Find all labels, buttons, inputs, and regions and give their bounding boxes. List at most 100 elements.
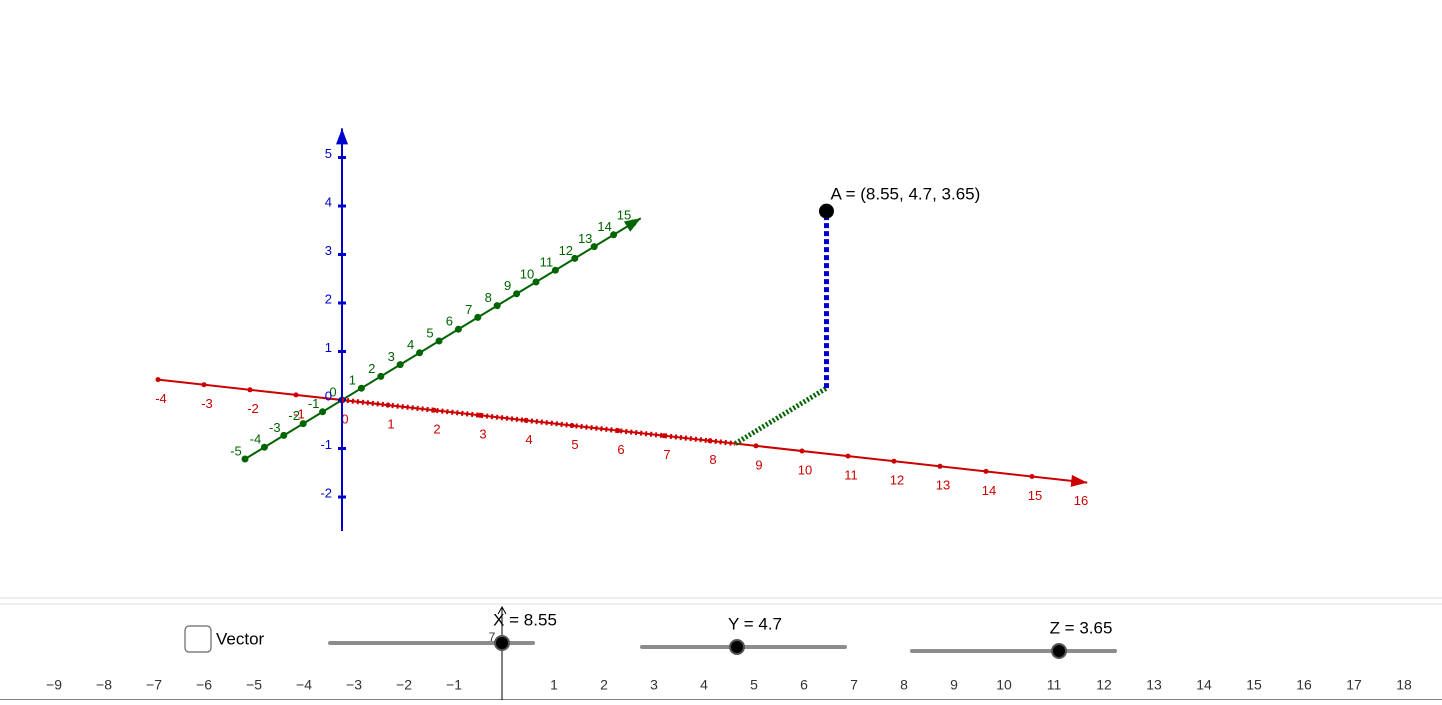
view-3d: -4 -3 -2 -1 0 1 2 3 4 5 6 7 8 9 10 11 12 13 14 15 16-5-4-3-2… <box>155 128 1088 531</box>
x-tick-label: 7 <box>850 677 858 693</box>
axis-arrow <box>336 128 348 145</box>
x-tick-label: 4 <box>700 677 708 693</box>
y-tick-label: -4 <box>250 432 262 447</box>
y-tick-label: -3 <box>269 420 281 435</box>
x-tick-label: −9 <box>46 677 62 693</box>
x-tick-label: 6 <box>800 677 808 693</box>
x-tick-label: 6 <box>617 442 624 457</box>
x-component <box>341 397 736 447</box>
x-tick-label: −8 <box>96 677 112 693</box>
y-tick-label: 2 <box>368 361 375 376</box>
y-tick-label: 11 <box>540 255 554 270</box>
x-tick-label: −4 <box>296 677 312 693</box>
y-tick <box>280 431 288 439</box>
x-tick <box>753 443 759 449</box>
x-tick <box>155 377 161 383</box>
y-tick <box>474 313 482 321</box>
y-tick-label: 1 <box>349 373 356 388</box>
y-component <box>734 386 828 446</box>
x-tick-label: 15 <box>1028 488 1042 503</box>
y-tick <box>319 408 327 416</box>
x-tick <box>293 392 299 398</box>
y-tick-label: 6 <box>446 314 453 329</box>
x-tick-label: 2 <box>600 677 608 693</box>
x-tick-label: −1 <box>446 677 462 693</box>
x-tick-label: 0 <box>341 411 348 426</box>
x-tick-label: −7 <box>146 677 162 693</box>
x-tick-label: 15 <box>1246 677 1262 693</box>
slider-knob[interactable] <box>496 637 508 649</box>
y-tick <box>629 219 637 227</box>
slider-knob[interactable] <box>731 641 743 653</box>
y-tick <box>299 420 307 428</box>
axis-arrow <box>497 605 507 615</box>
x-tick-label: 3 <box>650 677 658 693</box>
x-tick-label: 5 <box>571 437 578 452</box>
slider-label: Z = 3.65 <box>1050 618 1113 637</box>
y-tick-label: 4 <box>407 337 414 352</box>
y-tick-label: 5 <box>426 325 433 340</box>
x-tick-label: 12 <box>890 473 904 488</box>
y-tick-label: 3 <box>388 349 395 364</box>
x-tick-label: 14 <box>1196 677 1212 693</box>
y-tick-label: -1 <box>308 396 320 411</box>
y-tick <box>241 455 249 463</box>
checkbox-label[interactable]: Vector <box>216 629 265 648</box>
y-tick-label: 8 <box>485 290 492 305</box>
x-tick <box>201 382 207 388</box>
axis-arrow <box>1070 474 1088 487</box>
z-tick-label: -1 <box>320 437 332 452</box>
y-tick <box>532 278 540 286</box>
point-a <box>818 203 834 219</box>
y-tick-label: 12 <box>559 243 573 258</box>
point-label: A = (8.55, 4.7, 3.65) <box>830 185 980 204</box>
z-tick-label: -2 <box>320 485 332 500</box>
y-tick-label: 14 <box>597 219 611 234</box>
x-tick-label: 4 <box>525 432 532 447</box>
slider-knob[interactable] <box>1053 645 1065 657</box>
x-tick <box>247 387 253 393</box>
y-tick <box>416 349 424 357</box>
x-tick-label: 10 <box>798 462 812 477</box>
x-tick-label: -3 <box>201 396 213 411</box>
x-tick-label: 12 <box>1096 677 1112 693</box>
x-tick-label: 1 <box>550 677 558 693</box>
x-tick-label: 2 <box>433 422 440 437</box>
y-tick <box>551 266 559 274</box>
y-tick <box>513 290 521 298</box>
x-tick <box>983 468 989 474</box>
x-tick-label: 3 <box>479 427 486 442</box>
x-tick-label: 9 <box>950 677 958 693</box>
x-tick-label: -4 <box>155 391 167 406</box>
y-tick-label: 7 <box>489 630 496 644</box>
x-tick-label: -1 <box>293 406 305 421</box>
y-tick <box>590 243 598 251</box>
y-tick-label: 9 <box>504 278 511 293</box>
x-tick-label: 8 <box>709 452 716 467</box>
z-tick-label: 4 <box>325 194 332 209</box>
x-tick <box>845 453 851 459</box>
z-tick-label: 5 <box>325 146 332 161</box>
x-tick-label: 5 <box>750 677 758 693</box>
x-tick <box>891 458 897 464</box>
x-tick-label: 13 <box>936 478 950 493</box>
x-tick-label: −2 <box>396 677 412 693</box>
graphics-view: 7 −9 −8 −7 −6 −5 −4 −3 −2 −1 1 2 3 4 5 6 7 8 9 10 11 12 13 14 1… <box>0 605 1442 701</box>
x-tick-label: 11 <box>844 468 858 483</box>
y-tick-label: -5 <box>230 443 242 458</box>
y-tick <box>454 325 462 333</box>
y-tick <box>260 443 268 451</box>
slider-label: Y = 4.7 <box>728 614 782 633</box>
x-tick-label: 13 <box>1146 677 1162 693</box>
x-tick-label: 7 <box>663 447 670 462</box>
x-tick-label: 16 <box>1296 677 1312 693</box>
z-tick-label: 1 <box>325 340 332 355</box>
y-tick <box>493 302 501 310</box>
checkbox[interactable] <box>184 625 212 653</box>
x-tick-label: -2 <box>247 401 259 416</box>
y-tick <box>435 337 443 345</box>
z-tick-label: 0 <box>325 388 332 403</box>
x-tick <box>799 448 805 454</box>
y-tick <box>610 231 618 239</box>
